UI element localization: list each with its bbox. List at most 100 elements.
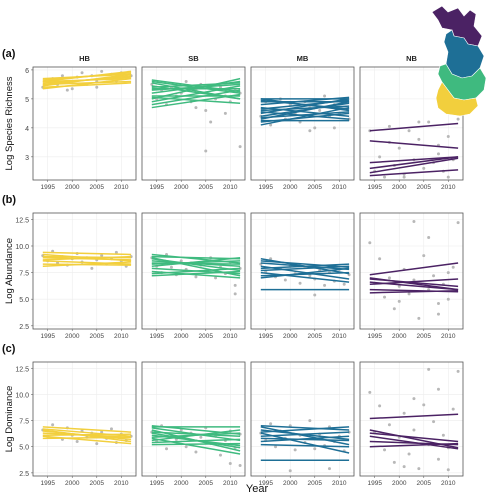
- x-tick-label: 1995: [40, 480, 55, 487]
- data-point: [378, 257, 382, 261]
- trend-line: [151, 442, 241, 446]
- trend-line: [369, 281, 459, 291]
- data-point: [383, 175, 387, 179]
- trend-line: [260, 271, 350, 283]
- x-tick-label: 2000: [392, 480, 407, 487]
- x-tick-label: 1995: [40, 184, 55, 191]
- data-point: [313, 447, 317, 451]
- trend-line: [151, 270, 241, 277]
- x-tick-label: 2010: [441, 480, 456, 487]
- y-axis-title: Log Species Richness: [4, 76, 15, 170]
- x-tick-label: 2000: [283, 333, 298, 340]
- panel-background: [33, 213, 136, 329]
- data-point: [238, 145, 242, 149]
- panel-background: [360, 362, 463, 476]
- trend-line: [42, 429, 132, 443]
- data-point: [332, 126, 336, 130]
- panel-border: [359, 66, 464, 181]
- x-tick-label: 2000: [65, 480, 80, 487]
- trend-line: [151, 429, 241, 442]
- data-point: [383, 295, 387, 299]
- x-tick-label: 2005: [417, 184, 432, 191]
- x-tick-label: 2010: [332, 480, 347, 487]
- panel-background: [142, 362, 245, 476]
- data-point: [233, 292, 237, 296]
- y-tick-label: 5: [25, 97, 29, 104]
- data-point: [51, 423, 55, 427]
- x-tick-label: 2010: [223, 184, 238, 191]
- data-point: [432, 274, 436, 278]
- data-point: [165, 447, 169, 451]
- map-region-hb: [435, 81, 479, 117]
- y-tick-label: 12.5: [15, 366, 29, 373]
- map-inset: [431, 5, 487, 117]
- data-point: [114, 250, 118, 254]
- facet-panel-hb: 1995 2000 2005 2010: [32, 361, 137, 487]
- trend-line: [369, 156, 459, 164]
- trend-line: [42, 433, 132, 436]
- trend-line: [260, 258, 350, 275]
- facet-panel-hb: 1995 2000 2005 2010: [32, 212, 137, 340]
- x-tick-label: 2010: [114, 480, 129, 487]
- data-point: [427, 367, 431, 371]
- data-point: [402, 175, 406, 179]
- trend-line: [42, 426, 132, 433]
- y-tick-label: 3: [25, 155, 29, 162]
- panel-border: [250, 212, 355, 330]
- facet-panel-mb: MB 1995 2000 2005 2010: [250, 54, 355, 191]
- facet-strip-label: MB: [297, 54, 309, 63]
- data-point: [407, 292, 411, 296]
- x-tick-label: 1995: [149, 333, 164, 340]
- data-point: [436, 152, 440, 156]
- data-point: [456, 221, 460, 225]
- data-point: [80, 71, 84, 75]
- data-point: [233, 283, 237, 287]
- data-point: [422, 254, 426, 258]
- panel-label: (a): [2, 48, 16, 60]
- trend-line: [260, 271, 350, 277]
- trend-line: [151, 82, 241, 89]
- x-tick-label: 1995: [258, 184, 273, 191]
- x-tick-label: 2010: [114, 184, 129, 191]
- x-tick-label: 2010: [114, 333, 129, 340]
- data-point: [100, 69, 104, 73]
- x-tick-label: 2005: [308, 333, 323, 340]
- data-point: [100, 254, 104, 258]
- data-point: [402, 465, 406, 469]
- data-point: [446, 468, 450, 472]
- x-tick-label: 2005: [199, 184, 214, 191]
- x-tick-label: 2005: [308, 480, 323, 487]
- x-tick-label: 2010: [223, 333, 238, 340]
- data-point: [456, 369, 460, 373]
- panel-background: [251, 362, 354, 476]
- data-point: [90, 266, 94, 270]
- trend-line: [42, 261, 132, 267]
- data-point: [383, 448, 387, 452]
- trend-line: [151, 253, 241, 264]
- data-point: [238, 464, 242, 468]
- trend-line: [260, 426, 350, 446]
- data-point: [323, 94, 327, 98]
- data-point: [184, 445, 188, 449]
- data-point: [179, 259, 183, 263]
- trend-line: [42, 82, 132, 89]
- data-point: [65, 88, 69, 92]
- data-point: [387, 276, 391, 280]
- panel-background: [360, 213, 463, 329]
- data-point: [436, 387, 440, 391]
- data-point: [412, 278, 416, 282]
- trend-line: [42, 436, 132, 440]
- data-point: [223, 111, 227, 115]
- trend-line: [151, 437, 241, 455]
- trend-line: [369, 122, 459, 132]
- data-point: [109, 427, 113, 431]
- chart-row-1: (a) Log Species Richness 3 4 5 6 HB 1995 2000 200…: [2, 48, 464, 191]
- data-point: [269, 422, 273, 426]
- data-point: [274, 445, 278, 449]
- facet-panel-mb: 1995 2000 2005 2010: [250, 212, 355, 340]
- data-point: [451, 265, 455, 269]
- data-point: [293, 448, 297, 452]
- x-tick-label: 2000: [392, 184, 407, 191]
- trend-line: [260, 267, 350, 279]
